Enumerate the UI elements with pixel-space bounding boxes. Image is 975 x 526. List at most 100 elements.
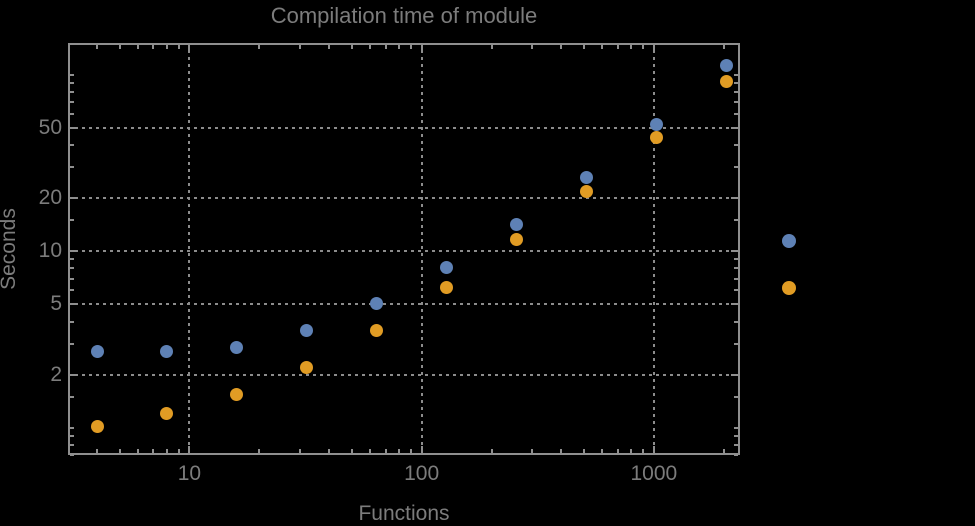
data-point-series-2 bbox=[90, 419, 104, 433]
tick-mark bbox=[70, 426, 74, 429]
tick-mark bbox=[70, 289, 74, 292]
legend bbox=[782, 234, 796, 302]
y-tick-label: 5 bbox=[50, 292, 62, 316]
tick-mark bbox=[328, 449, 331, 453]
tick-mark bbox=[70, 250, 77, 253]
tick-mark bbox=[350, 449, 353, 453]
data-point-series-1 bbox=[230, 340, 244, 354]
tick-mark bbox=[136, 449, 139, 453]
tick-mark bbox=[70, 454, 74, 456]
tick-mark bbox=[70, 197, 77, 200]
tick-mark bbox=[70, 127, 77, 130]
tick-mark bbox=[630, 45, 633, 49]
tick-mark bbox=[734, 289, 738, 292]
data-point-series-2 bbox=[719, 74, 733, 88]
data-point-series-1 bbox=[719, 59, 733, 73]
x-tick-label: 10 bbox=[177, 462, 202, 485]
tick-mark bbox=[731, 373, 738, 376]
tick-mark bbox=[70, 166, 74, 169]
tick-mark bbox=[734, 219, 738, 222]
tick-mark bbox=[734, 267, 738, 270]
tick-mark bbox=[630, 449, 633, 453]
tick-mark bbox=[70, 91, 74, 94]
tick-mark bbox=[165, 449, 168, 453]
tick-mark bbox=[369, 449, 372, 453]
tick-mark bbox=[582, 45, 585, 49]
data-point-series-1 bbox=[300, 324, 314, 338]
tick-mark bbox=[731, 250, 738, 253]
data-point-series-2 bbox=[300, 360, 314, 374]
chart-title: Compilation time of module bbox=[270, 3, 538, 28]
y-tick-label: 50 bbox=[38, 116, 62, 140]
tick-mark bbox=[70, 434, 74, 437]
tick-mark bbox=[96, 45, 98, 49]
tick-mark bbox=[70, 101, 74, 104]
tick-mark bbox=[531, 45, 534, 49]
tick-mark bbox=[734, 277, 738, 280]
tick-mark bbox=[384, 45, 387, 49]
tick-mark bbox=[70, 113, 74, 116]
tick-mark bbox=[350, 45, 353, 49]
tick-mark bbox=[70, 219, 74, 222]
data-point-series-2 bbox=[649, 130, 663, 144]
tick-mark bbox=[70, 303, 77, 306]
tick-mark bbox=[642, 449, 645, 453]
tick-mark bbox=[398, 45, 401, 49]
data-point-series-2 bbox=[370, 324, 384, 338]
tick-mark bbox=[188, 45, 191, 52]
tick-mark bbox=[299, 449, 302, 453]
tick-mark bbox=[734, 320, 738, 323]
tick-mark bbox=[96, 449, 98, 453]
tick-mark bbox=[731, 127, 738, 130]
y-tick-label: 2 bbox=[50, 362, 62, 386]
tick-mark bbox=[70, 395, 74, 398]
tick-mark bbox=[734, 91, 738, 94]
tick-mark bbox=[384, 449, 387, 453]
tick-mark bbox=[258, 449, 261, 453]
tick-mark bbox=[70, 144, 74, 147]
tick-mark bbox=[531, 449, 534, 453]
x-tick-label: 1000 bbox=[630, 462, 678, 485]
tick-mark bbox=[410, 45, 412, 49]
data-point-series-2 bbox=[160, 406, 174, 420]
tick-mark bbox=[734, 434, 738, 437]
data-point-series-1 bbox=[579, 171, 593, 185]
tick-mark bbox=[70, 342, 74, 345]
tick-mark bbox=[136, 45, 139, 49]
gridline-horizontal bbox=[68, 127, 740, 130]
tick-mark bbox=[398, 449, 401, 453]
y-tick-label: 20 bbox=[38, 186, 62, 210]
tick-mark bbox=[652, 45, 655, 52]
tick-mark bbox=[299, 45, 302, 49]
tick-mark bbox=[616, 449, 619, 453]
tick-mark bbox=[420, 45, 423, 52]
gridline-horizontal bbox=[68, 373, 740, 376]
tick-mark bbox=[420, 446, 423, 453]
data-point-series-2 bbox=[579, 185, 593, 199]
tick-mark bbox=[118, 45, 121, 49]
tick-mark bbox=[616, 45, 619, 49]
gridline-vertical bbox=[652, 43, 655, 455]
tick-mark bbox=[734, 258, 738, 261]
tick-mark bbox=[731, 303, 738, 306]
data-point-series-1 bbox=[509, 218, 523, 232]
tick-mark bbox=[652, 446, 655, 453]
gridline-horizontal bbox=[68, 303, 740, 306]
tick-mark bbox=[152, 449, 155, 453]
tick-mark bbox=[410, 449, 412, 453]
x-tick-label: 100 bbox=[404, 462, 440, 485]
tick-mark bbox=[601, 45, 604, 49]
x-axis-label: Functions bbox=[358, 502, 450, 525]
tick-mark bbox=[70, 373, 77, 376]
tick-mark bbox=[734, 426, 738, 429]
data-point-series-2 bbox=[440, 280, 454, 294]
tick-mark bbox=[258, 45, 261, 49]
tick-mark bbox=[731, 197, 738, 200]
tick-mark bbox=[165, 45, 168, 49]
tick-mark bbox=[560, 449, 563, 453]
tick-mark bbox=[188, 446, 191, 453]
data-point-series-2 bbox=[509, 232, 523, 246]
data-point-series-1 bbox=[649, 117, 663, 131]
